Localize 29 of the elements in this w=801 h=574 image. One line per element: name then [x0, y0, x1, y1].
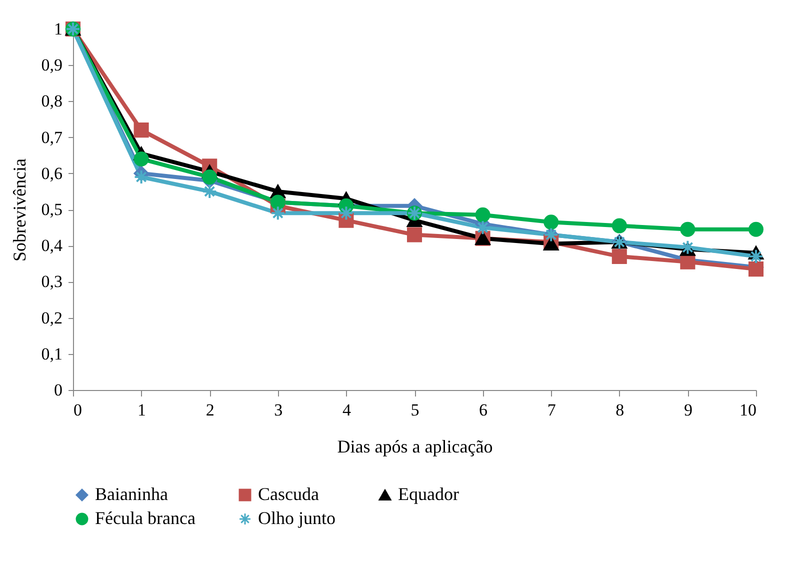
- x-tick-label: 9: [684, 400, 692, 420]
- y-tick-label: 1: [54, 20, 62, 38]
- legend-label: Fécula branca: [95, 508, 196, 528]
- x-tick-label: 2: [206, 400, 214, 420]
- y-tick-label: 0,7: [41, 128, 63, 147]
- y-tick-label: 0,6: [41, 164, 62, 183]
- y-tick-label: 0,9: [41, 56, 62, 75]
- x-tick-label: 3: [274, 400, 283, 420]
- y-axis-title: Sobrevivência: [9, 158, 30, 262]
- x-tick-label: 8: [616, 400, 624, 420]
- y-tick-label: 0,1: [41, 344, 62, 364]
- x-tick-label: 10: [740, 400, 756, 420]
- x-axis-title: Dias após a aplicação: [337, 436, 493, 456]
- legend-label: Baianinha: [95, 484, 168, 504]
- y-tick-label: 0,5: [41, 200, 62, 219]
- x-tick-label: 7: [547, 400, 556, 420]
- y-tick-label: 0: [54, 380, 62, 400]
- legend-label: Equador: [398, 484, 459, 504]
- y-tick-label: 0,8: [41, 92, 62, 111]
- legend-label: Olho junto: [258, 508, 336, 528]
- x-tick-label: 0: [74, 400, 82, 420]
- legend-label: Cascuda: [258, 484, 319, 504]
- y-tick-label: 0,2: [41, 308, 62, 328]
- x-tick-label: 4: [342, 400, 352, 420]
- x-tick-label: 6: [479, 400, 488, 420]
- y-tick-label: 0,3: [41, 272, 62, 292]
- y-tick-label: 0,4: [41, 236, 63, 256]
- x-tick-label: 5: [410, 400, 420, 420]
- x-tick-label: 1: [138, 400, 146, 420]
